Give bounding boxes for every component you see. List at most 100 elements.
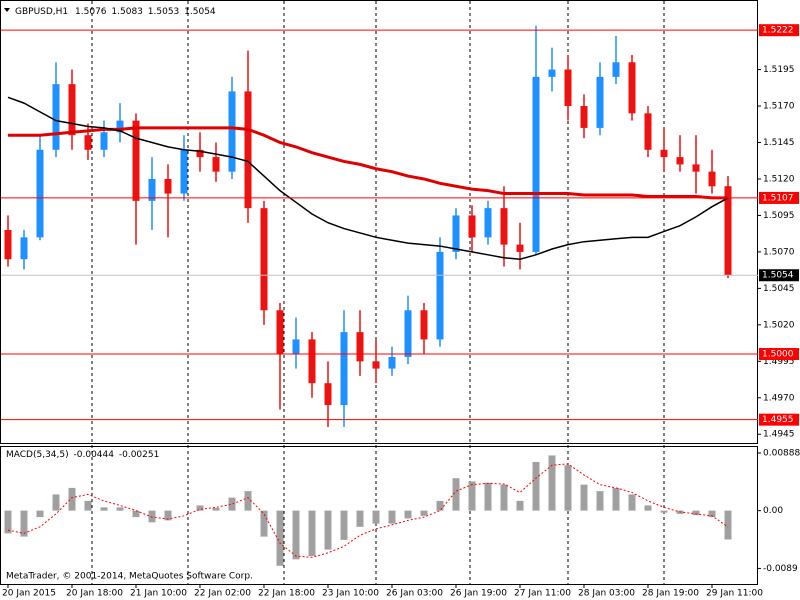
moving-average (8, 126, 728, 200)
y-tick-label: 0.00 (763, 506, 783, 516)
candle-body (564, 69, 572, 107)
x-tick-label: 26 Jan 03:00 (386, 589, 443, 599)
macd-bar (516, 500, 524, 511)
macd-bar (276, 510, 284, 566)
x-tick-label: 26 Jan 19:00 (450, 589, 507, 599)
macd-bar (580, 484, 588, 511)
x-tick-label: 22 Jan 02:00 (194, 589, 251, 599)
macd-bar (84, 500, 92, 511)
candle-body (244, 91, 252, 209)
macd-header: MACD(5,34,5) -0.00444 -0.00251 (6, 450, 159, 460)
candle-body (596, 76, 604, 128)
candle-body (708, 171, 716, 187)
level-box (759, 24, 799, 37)
macd-bar (260, 510, 268, 537)
candle-body (308, 339, 316, 384)
candle-body (324, 383, 332, 406)
macd-bar (52, 494, 60, 511)
candle-body (692, 164, 700, 172)
candle-body (500, 208, 508, 245)
macd-bar (244, 491, 252, 511)
macd-bar (228, 497, 236, 511)
candle-body (388, 356, 396, 369)
y-tick-label: 1.5095 (763, 211, 795, 221)
last-price-label: 1.5054 (762, 271, 794, 281)
candle-body (84, 135, 92, 150)
macd-bar (292, 510, 300, 560)
macd-bar (660, 510, 668, 513)
macd-title: MACD(5,34,5) (6, 450, 69, 460)
macd-bar (100, 507, 108, 511)
macd-bar (420, 510, 428, 516)
candle-body (612, 62, 620, 77)
close-reading: 1.5054 (184, 7, 216, 17)
macd-bar (196, 505, 204, 511)
macd-bar (532, 461, 540, 511)
macd-bar (36, 510, 44, 518)
low-reading: 1.5053 (148, 7, 180, 17)
macd-bar (436, 500, 444, 511)
level-box (759, 348, 799, 361)
candle-body (580, 106, 588, 128)
candle-body (628, 62, 636, 114)
macd-bar (4, 510, 12, 534)
candle-body (724, 186, 732, 276)
x-tick-label: 23 Jan 10:00 (322, 589, 379, 599)
level-label: 1.5000 (762, 350, 794, 360)
macd-bar (468, 481, 476, 511)
candle-body (276, 310, 284, 355)
candle-body (420, 310, 428, 340)
macd-bar (500, 484, 508, 511)
candle-body (468, 215, 476, 238)
candle-body (676, 157, 684, 165)
macd-bar (164, 510, 172, 521)
candle-body (532, 76, 540, 252)
x-tick-label: 20 Jan 18:00 (66, 589, 123, 599)
macd-bar (116, 507, 124, 511)
signal-reading: -0.00251 (119, 450, 159, 460)
candle-body (36, 149, 44, 238)
macd-bar (20, 510, 28, 537)
x-tick-label: 29 Jan 11:00 (706, 589, 763, 599)
menu-icon[interactable] (4, 8, 10, 12)
macd-bar (132, 510, 140, 518)
macd-bar (724, 510, 732, 540)
candle-body (148, 178, 156, 201)
x-tick-label: 21 Jan 10:00 (130, 589, 187, 599)
macd-bar (596, 491, 604, 511)
candle-body (484, 208, 492, 238)
level-label: 1.5107 (762, 193, 794, 203)
y-tick-label: 0.00888 (763, 448, 800, 458)
macd-bar (644, 505, 652, 511)
candle-body (372, 361, 380, 369)
level-box (759, 191, 799, 204)
macd-bar (564, 465, 572, 511)
candle-body (228, 91, 236, 172)
level-label: 1.5222 (762, 26, 794, 36)
candle-body (164, 178, 172, 194)
high-reading: 1.5083 (111, 7, 143, 17)
macd-bar (404, 510, 412, 519)
y-tick-label: 1.4995 (763, 357, 795, 367)
level-box (759, 413, 799, 426)
candle-body (180, 149, 188, 194)
chart-header: GBPUSD,H1 1.5076 1.5083 1.5053 1.5054 (15, 7, 216, 17)
y-tick-label: 1.5070 (763, 247, 795, 257)
candle-body (52, 84, 60, 150)
open-reading: 1.5076 (75, 7, 107, 17)
macd-bar (68, 487, 76, 511)
candle-body (436, 251, 444, 340)
candle-body (516, 244, 524, 252)
candle-body (404, 310, 412, 357)
candle-body (644, 113, 652, 150)
macd-bar (340, 510, 348, 540)
macd-bar (692, 510, 700, 516)
candle-body (260, 208, 268, 311)
candle-body (292, 339, 300, 355)
y-tick-label: 1.5145 (763, 138, 795, 148)
macd-bar (628, 494, 636, 511)
candle-body (116, 120, 124, 133)
macd-bar (484, 482, 492, 511)
